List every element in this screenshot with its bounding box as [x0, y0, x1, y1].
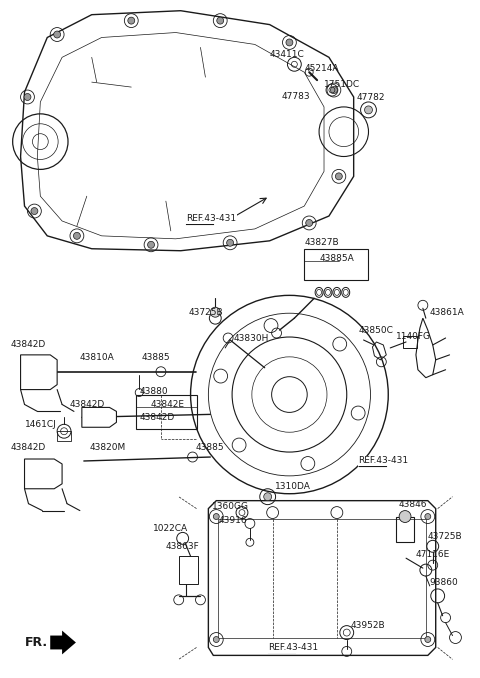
Circle shape	[147, 241, 155, 248]
Circle shape	[213, 513, 219, 519]
Circle shape	[128, 17, 135, 24]
Text: 1140FG: 1140FG	[396, 332, 431, 340]
Text: 43842D: 43842D	[11, 443, 46, 452]
Text: 43842D: 43842D	[139, 413, 174, 422]
Text: 43842D: 43842D	[70, 400, 105, 409]
Circle shape	[31, 207, 38, 214]
Text: 43725B: 43725B	[428, 532, 462, 541]
Text: 47782: 47782	[357, 94, 385, 102]
Circle shape	[264, 493, 272, 500]
Bar	[57, 431, 71, 441]
Text: 43820M: 43820M	[90, 443, 126, 452]
Circle shape	[425, 513, 431, 519]
Text: 43846: 43846	[398, 500, 427, 509]
Circle shape	[227, 239, 234, 246]
Text: 43885: 43885	[195, 443, 224, 452]
Polygon shape	[50, 631, 76, 654]
Circle shape	[73, 233, 80, 239]
Circle shape	[286, 39, 293, 46]
Text: 43861A: 43861A	[430, 308, 465, 317]
Text: 43885A: 43885A	[319, 254, 354, 263]
Text: 43842E: 43842E	[151, 400, 185, 409]
Bar	[304, 249, 369, 281]
Text: 43885: 43885	[141, 353, 170, 362]
Circle shape	[425, 637, 431, 643]
Text: 43850C: 43850C	[359, 325, 394, 334]
Text: 43952B: 43952B	[351, 621, 385, 630]
Bar	[396, 517, 414, 542]
Text: 1751DC: 1751DC	[324, 79, 360, 89]
Text: 1360GG: 1360GG	[212, 502, 249, 511]
Text: 93860: 93860	[430, 578, 458, 587]
Text: 47783: 47783	[281, 92, 310, 100]
Polygon shape	[21, 11, 354, 251]
Text: 43842D: 43842D	[11, 340, 46, 349]
Text: 1461CJ: 1461CJ	[24, 420, 56, 428]
Circle shape	[364, 106, 372, 114]
Circle shape	[24, 94, 31, 100]
Text: 43827B: 43827B	[304, 238, 339, 247]
Polygon shape	[82, 407, 117, 427]
Bar	[218, 519, 426, 637]
Text: REF.43-431: REF.43-431	[359, 456, 409, 466]
Text: 43880: 43880	[139, 387, 168, 396]
Circle shape	[330, 87, 337, 94]
Circle shape	[399, 511, 411, 523]
Text: 43830H: 43830H	[233, 334, 268, 342]
Circle shape	[213, 637, 219, 643]
Bar	[179, 556, 199, 584]
Text: 1310DA: 1310DA	[275, 482, 311, 492]
Text: 45214A: 45214A	[304, 64, 339, 73]
Polygon shape	[208, 500, 436, 656]
Circle shape	[217, 17, 224, 24]
Circle shape	[336, 173, 342, 180]
Text: REF.43-431: REF.43-431	[268, 643, 318, 652]
Text: 43810A: 43810A	[80, 353, 115, 362]
Polygon shape	[21, 355, 57, 390]
Circle shape	[54, 31, 60, 38]
Text: 1022CA: 1022CA	[153, 524, 188, 533]
Text: REF.43-431: REF.43-431	[186, 214, 236, 224]
Text: 47116E: 47116E	[416, 550, 450, 559]
Text: 43863F: 43863F	[166, 542, 200, 551]
Text: REF.43-431: REF.43-431	[359, 456, 409, 466]
Bar	[136, 395, 197, 429]
Text: REF.43-431: REF.43-431	[186, 214, 236, 224]
Circle shape	[210, 307, 220, 317]
Text: 43916: 43916	[218, 516, 247, 525]
Polygon shape	[416, 318, 436, 378]
Polygon shape	[24, 459, 62, 489]
Text: 43725B: 43725B	[189, 308, 223, 317]
Text: 43411C: 43411C	[270, 50, 304, 59]
Text: REF.43-431: REF.43-431	[268, 643, 318, 652]
Bar	[403, 336, 417, 348]
Polygon shape	[372, 342, 386, 360]
Text: FR.: FR.	[24, 636, 48, 649]
Circle shape	[306, 220, 312, 226]
